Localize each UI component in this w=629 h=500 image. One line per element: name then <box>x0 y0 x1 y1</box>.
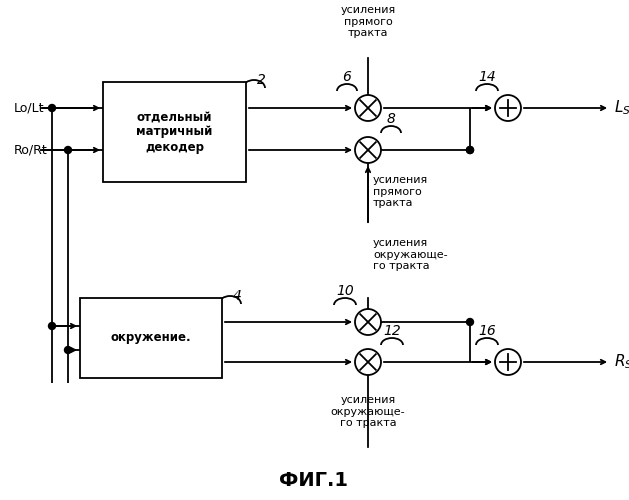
Circle shape <box>495 349 521 375</box>
Text: усиления
прямого
тракта: усиления прямого тракта <box>373 175 428 208</box>
Text: усиления
окружающе-
го тракта: усиления окружающе- го тракта <box>373 238 448 271</box>
Text: усиления
прямого
тракта: усиления прямого тракта <box>340 5 396 38</box>
Text: 16: 16 <box>478 324 496 338</box>
Circle shape <box>467 318 474 326</box>
Circle shape <box>48 104 55 112</box>
Circle shape <box>355 137 381 163</box>
Text: окружение.: окружение. <box>111 332 191 344</box>
Circle shape <box>48 322 55 330</box>
Text: 14: 14 <box>478 70 496 84</box>
Text: 10: 10 <box>336 284 354 298</box>
Text: 4: 4 <box>233 289 242 303</box>
Circle shape <box>495 95 521 121</box>
Text: $R_S$: $R_S$ <box>614 352 629 372</box>
Text: 6: 6 <box>343 70 352 84</box>
Text: 12: 12 <box>383 324 401 338</box>
Circle shape <box>355 309 381 335</box>
Text: Lo/Lt: Lo/Lt <box>14 102 45 114</box>
Circle shape <box>65 346 72 354</box>
Circle shape <box>467 146 474 154</box>
Circle shape <box>355 349 381 375</box>
Circle shape <box>65 146 72 154</box>
Text: ФИГ.1: ФИГ.1 <box>279 470 348 490</box>
Text: 8: 8 <box>387 112 396 126</box>
Circle shape <box>467 146 474 154</box>
Text: $L_S$: $L_S$ <box>614 98 629 117</box>
Circle shape <box>355 95 381 121</box>
Bar <box>103 82 246 182</box>
Bar <box>80 298 222 378</box>
Text: 2: 2 <box>257 73 266 87</box>
Text: усиления
окружающе-
го тракта: усиления окружающе- го тракта <box>331 395 405 428</box>
Text: отдельный
матричный
декодер: отдельный матричный декодер <box>136 110 213 154</box>
Text: Ro/Rt: Ro/Rt <box>14 144 48 156</box>
